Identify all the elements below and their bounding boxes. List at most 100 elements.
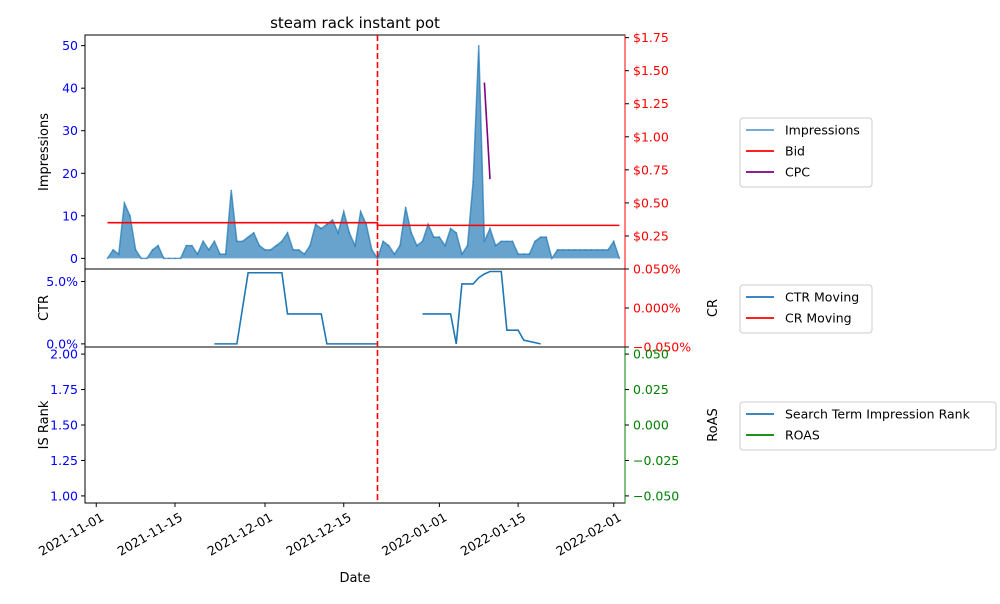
- legend-label: ROAS: [785, 428, 820, 443]
- legend-label: Bid: [785, 144, 805, 159]
- impressions-point: [134, 249, 137, 251]
- x-axis-label: Date: [339, 571, 370, 586]
- impressions-point: [500, 240, 503, 243]
- top-left-tick-label: 40: [62, 81, 78, 96]
- impressions-point: [230, 189, 233, 192]
- ctr-moving-line: [422, 270, 541, 345]
- legend-label: CPC: [785, 165, 810, 180]
- impressions-point: [331, 219, 334, 221]
- impressions-point: [264, 249, 266, 251]
- impressions-point: [191, 244, 193, 247]
- impressions-point: [449, 227, 452, 230]
- impressions-point: [309, 244, 311, 247]
- impressions-point: [275, 244, 278, 247]
- impressions-point: [556, 249, 559, 251]
- impressions-point: [528, 253, 531, 255]
- tick-layer: 0 10 20 30 40 50 $0.25 $0.50 $0.75 $1.00 $1.25 $1.5…: [36, 30, 721, 559]
- top-left-axis-label: Impressions: [37, 113, 52, 191]
- impressions-point: [354, 244, 356, 247]
- impressions-point: [140, 257, 143, 260]
- middle-panel-frame: [84, 268, 626, 348]
- impressions-point: [286, 232, 289, 234]
- impressions-point: [129, 215, 131, 217]
- impressions-point: [567, 249, 570, 251]
- bottom-left-tick-label: 1.00: [50, 488, 78, 503]
- impressions-point: [303, 253, 306, 255]
- impressions-point: [534, 240, 536, 243]
- x-tick-label: 2021-11-15: [115, 509, 185, 558]
- impressions-area: [107, 45, 620, 259]
- cpc-line: [483, 82, 491, 180]
- bottom-left-tick-label: 1.25: [50, 453, 78, 468]
- impressions-point: [522, 253, 525, 255]
- impressions-point: [185, 244, 188, 247]
- impressions-point: [196, 253, 199, 255]
- impressions-point: [579, 249, 581, 251]
- impressions-point: [269, 249, 272, 251]
- impressions-point: [162, 257, 165, 260]
- middle-right-tick-label: −0.050%: [633, 340, 691, 355]
- top-right-tick-label: $1.75: [633, 30, 669, 45]
- impressions-point: [399, 244, 401, 247]
- x-tick-label: 2021-12-01: [205, 509, 275, 558]
- impressions-point: [477, 44, 480, 47]
- top-panel-frame: [84, 34, 626, 270]
- bottom-right-tick-label: 0.050: [633, 347, 669, 362]
- impressions-point: [551, 257, 553, 260]
- impressions-point: [219, 253, 221, 255]
- legend-label: Search Term Impression Rank: [785, 407, 971, 422]
- impressions-point: [292, 249, 294, 251]
- impressions-point: [432, 236, 435, 238]
- impressions-point: [472, 180, 474, 183]
- impressions-point: [573, 249, 576, 251]
- x-tick-label: 2022-01-01: [379, 509, 449, 558]
- bottom-right-axis-label: RoAS: [706, 408, 721, 442]
- top-right-tick-label: $0.50: [633, 195, 669, 210]
- impressions-line: [106, 45, 621, 261]
- impressions-point: [112, 249, 114, 251]
- legend-label: Impressions: [785, 123, 860, 138]
- impressions-point: [157, 244, 159, 247]
- impressions-point: [382, 240, 384, 243]
- top-left-tick-label: 50: [62, 38, 78, 53]
- impressions-point: [416, 244, 418, 247]
- top-right-tick-label: $0.75: [633, 162, 669, 177]
- x-tick-label: 2022-02-01: [553, 509, 623, 558]
- bottom-left-tick-label: 2.00: [50, 347, 78, 362]
- impressions-point: [326, 223, 328, 226]
- impressions-point: [365, 223, 368, 226]
- legend-label: CTR Moving: [785, 290, 859, 305]
- middle-left-axis-label: CTR: [37, 295, 52, 321]
- impressions-point: [151, 249, 154, 251]
- top-right-tick-label: $1.25: [633, 96, 669, 111]
- impressions-point: [202, 240, 204, 243]
- x-tick-label: 2021-11-01: [36, 509, 106, 558]
- impressions-point: [117, 253, 120, 255]
- frame-layer: [84, 34, 626, 504]
- top-left-tick-label: 0: [70, 251, 78, 266]
- legend-layer: Impressions Bid CPC CTR Moving CR Moving Sear…: [739, 117, 997, 451]
- top-left-tick-label: 30: [62, 123, 78, 138]
- impressions-point: [123, 202, 126, 204]
- impressions-point: [455, 232, 458, 234]
- top-legend-box: [739, 117, 873, 188]
- impressions-point: [320, 227, 323, 230]
- impressions-point: [146, 257, 148, 260]
- impressions-point: [247, 236, 249, 238]
- top-right-tick-label: $1.50: [633, 63, 669, 78]
- impressions-point: [252, 232, 255, 234]
- impressions-point: [241, 240, 244, 243]
- impressions-point: [601, 249, 604, 251]
- top-right-tick-label: $1.00: [633, 129, 669, 144]
- impressions-point: [461, 253, 463, 255]
- middle-left-tick-label: 0.0%: [46, 336, 78, 351]
- impressions-point: [545, 236, 548, 238]
- impressions-point: [483, 240, 486, 243]
- impressions-point: [106, 257, 109, 260]
- impressions-point: [494, 244, 497, 247]
- middle-right-tick-label: 0.000%: [633, 301, 681, 316]
- bottom-left-tick-label: 1.75: [50, 382, 78, 397]
- bottom-left-tick-label: 1.50: [50, 418, 78, 433]
- fill-layer: [107, 45, 620, 259]
